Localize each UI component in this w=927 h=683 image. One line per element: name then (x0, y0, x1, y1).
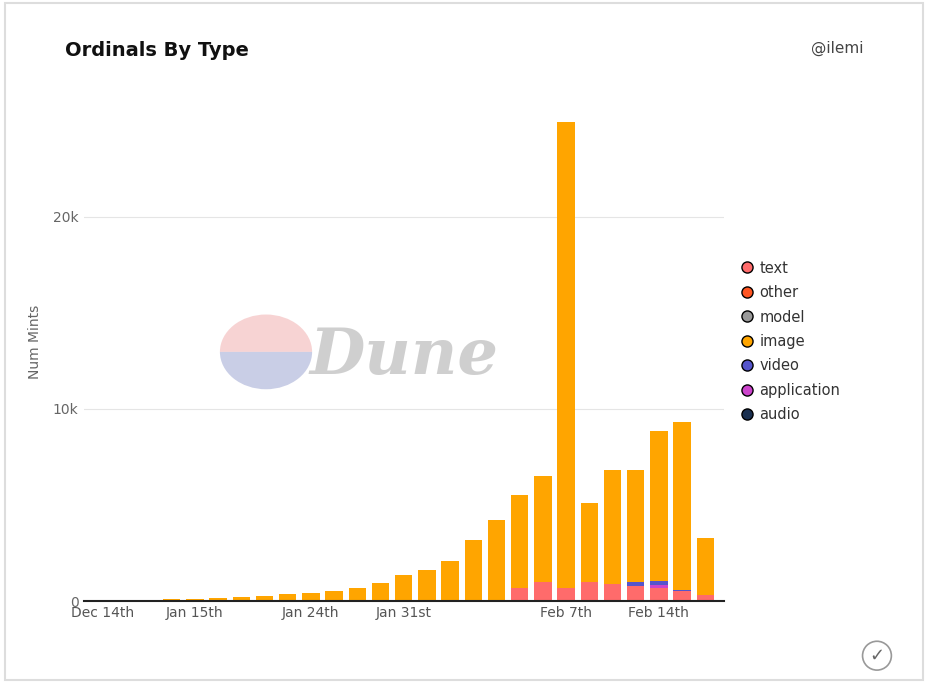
Y-axis label: Num Mints: Num Mints (28, 305, 42, 378)
Bar (696, 596, 713, 601)
Bar (117, 600, 133, 601)
Bar (395, 575, 412, 600)
Bar (650, 585, 667, 587)
Bar (372, 583, 388, 601)
Bar (673, 422, 690, 589)
Bar (349, 587, 365, 601)
Bar (395, 600, 412, 601)
Text: Dune: Dune (309, 326, 498, 388)
Bar (186, 599, 203, 601)
Bar (488, 520, 504, 601)
Wedge shape (220, 314, 311, 352)
Bar (163, 599, 180, 601)
Bar (325, 591, 342, 601)
Bar (233, 597, 249, 601)
Bar (534, 582, 551, 601)
Bar (418, 570, 435, 601)
Bar (696, 538, 713, 596)
Bar (627, 582, 643, 585)
Bar (557, 122, 574, 587)
Bar (441, 561, 458, 601)
Bar (580, 503, 597, 582)
Bar (302, 594, 319, 601)
Bar (627, 471, 643, 582)
Text: @ilemi: @ilemi (809, 41, 862, 56)
Text: ✓: ✓ (869, 647, 883, 665)
Bar (534, 476, 551, 582)
Bar (603, 471, 620, 584)
Wedge shape (220, 352, 311, 389)
Bar (140, 600, 157, 601)
Bar (557, 587, 574, 601)
Bar (627, 585, 643, 601)
Bar (279, 594, 296, 601)
Bar (673, 591, 690, 601)
Bar (580, 582, 597, 601)
Bar (511, 587, 527, 601)
Text: Ordinals By Type: Ordinals By Type (65, 41, 248, 60)
Bar (603, 584, 620, 601)
Bar (650, 581, 667, 585)
Bar (94, 600, 110, 601)
Bar (256, 596, 273, 601)
Bar (464, 540, 481, 601)
Bar (650, 587, 667, 601)
Bar (210, 598, 226, 601)
Bar (511, 495, 527, 587)
Bar (673, 589, 690, 591)
Legend: text, other, model, image, video, application, audio: text, other, model, image, video, applic… (737, 255, 845, 428)
Bar (650, 431, 667, 581)
